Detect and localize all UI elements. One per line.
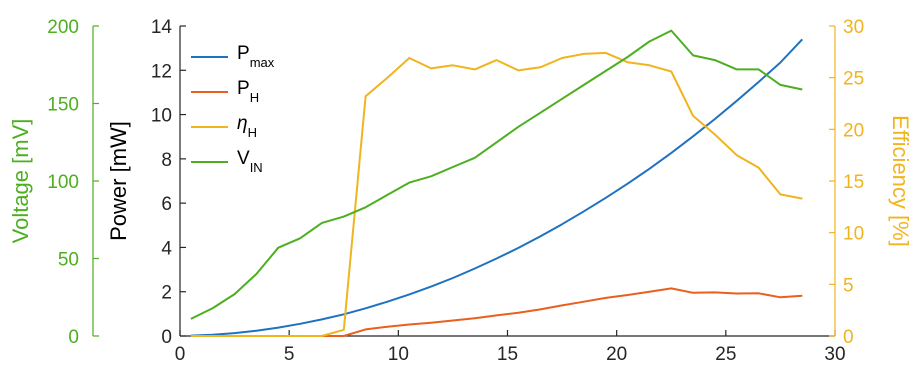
legend-label-main: P (237, 43, 250, 64)
legend-label: ηH (237, 113, 257, 140)
legend-label-sub: H (250, 90, 259, 105)
voltage-axis-title: Voltage [mV] (8, 119, 33, 244)
legend-label-main: V (237, 148, 250, 169)
legend-label-sub: max (250, 55, 275, 70)
x-tick-label: 10 (388, 344, 409, 365)
x-tick-label: 5 (284, 344, 295, 365)
power-tick-label: 10 (151, 106, 172, 127)
voltage-tick-label: 0 (68, 327, 79, 348)
power-tick-label: 12 (151, 61, 172, 82)
legend-entry: ηH (191, 113, 257, 140)
legend-label-main: η (237, 113, 248, 134)
legend-entry: VIN (191, 148, 263, 175)
legend-label-sub: IN (250, 160, 263, 175)
voltage-tick-label: 150 (47, 95, 79, 116)
legend-entry: PH (191, 78, 259, 105)
efficiency-axis-title: Efficiency [%] (888, 115, 913, 247)
x-tick-label: 15 (497, 344, 518, 365)
efficiency-tick-label: 0 (843, 327, 854, 348)
eta-h-line (190, 51, 803, 337)
efficiency-tick-label: 30 (843, 17, 864, 38)
power-tick-label: 6 (161, 194, 172, 215)
x-tick-label: 0 (175, 344, 186, 365)
vin-line (190, 29, 803, 320)
power-tick-label: 4 (161, 238, 172, 259)
legend-label: PH (237, 78, 259, 105)
power-axis-title: Power [mW] (106, 121, 131, 241)
legend-label: VIN (237, 148, 263, 175)
legend-label: Pmax (237, 43, 275, 70)
efficiency-tick-label: 20 (843, 120, 864, 141)
power-tick-label: 14 (151, 17, 173, 38)
voltage-tick-label: 50 (58, 250, 79, 271)
legend-entry: Pmax (191, 43, 275, 70)
series-layer (190, 29, 804, 337)
power-tick-label: 0 (161, 327, 172, 348)
ph-line (190, 287, 803, 337)
efficiency-tick-label: 5 (843, 275, 854, 296)
power-tick-label: 8 (161, 150, 172, 171)
legend-label-main: P (237, 78, 250, 99)
efficiency-tick-label: 15 (843, 172, 864, 193)
legend-label-sub: H (248, 125, 257, 140)
voltage-tick-label: 200 (47, 17, 79, 38)
power-tick-label: 2 (161, 283, 172, 304)
x-tick-label: 30 (824, 344, 845, 365)
voltage-tick-label: 100 (47, 172, 79, 193)
efficiency-tick-label: 10 (843, 224, 864, 245)
x-tick-label: 20 (606, 344, 627, 365)
pmax-line (190, 38, 804, 337)
x-tick-label: 25 (715, 344, 736, 365)
efficiency-tick-label: 25 (843, 69, 864, 90)
